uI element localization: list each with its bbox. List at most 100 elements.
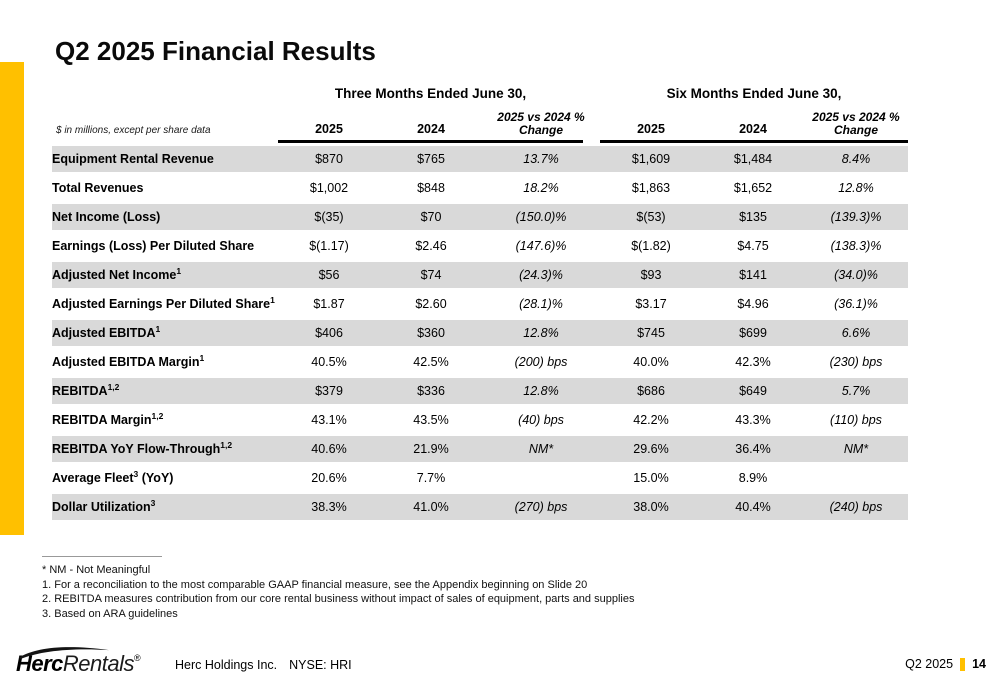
period-label: Q2 2025: [905, 657, 954, 671]
cell-3m-change: (40) bps: [518, 413, 564, 427]
table-row: Dollar Utilization3 38.3% 41.0% (270) bp…: [52, 494, 908, 520]
cell-3m-2024: 43.5%: [413, 413, 449, 427]
footnote-divider: [42, 556, 162, 557]
cell-6m-2024: $1,484: [702, 146, 804, 172]
cell-3m-2025: 40.6%: [278, 436, 380, 462]
col-header-6m-change: 2025 vs 2024 % Change: [804, 111, 908, 140]
cell-6m-change: (34.0)%: [804, 262, 908, 288]
header-rules: [52, 140, 908, 143]
row-label: REBITDA YoY Flow-Through1,2: [52, 436, 278, 462]
company-line: Herc Holdings Inc. NYSE: HRI: [175, 658, 352, 672]
row-label: REBITDA1,2: [52, 378, 278, 404]
header-rule-six-months: [600, 140, 908, 143]
cell-6m-2024: 36.4%: [702, 436, 804, 462]
table-row: Adjusted Net Income1 $56 $74 (24.3)% $93…: [52, 262, 908, 288]
col-header-6m-change-line1: 2025 vs 2024 %: [812, 110, 900, 124]
cell-3m-2024: $2.46: [415, 239, 447, 253]
row-label: REBITDA Margin1,2: [52, 410, 164, 427]
company-name: Herc Holdings Inc.: [175, 658, 278, 672]
col-header-3m-change-line1: 2025 vs 2024 %: [497, 110, 585, 124]
cell-6m-2024: 43.3%: [735, 413, 771, 427]
cell-6m-2025: 40.0%: [633, 355, 669, 369]
herc-rentals-logo: HercRentals®: [16, 647, 141, 677]
table-row: Adjusted EBITDA Margin1 40.5% 42.5% (200…: [52, 349, 908, 375]
cell-3m-2024: $848: [417, 181, 445, 195]
cell-3m-2024: $70: [380, 204, 482, 230]
cell-3m-2025: 38.3%: [278, 494, 380, 520]
cell-6m-2024: $135: [702, 204, 804, 230]
cell-3m-2025: $56: [278, 262, 380, 288]
cell-6m-2025: 29.6%: [600, 436, 702, 462]
cell-3m-2025: 40.5%: [311, 355, 347, 369]
table-row: Earnings (Loss) Per Diluted Share $(1.17…: [52, 233, 908, 259]
row-label: Total Revenues: [52, 181, 144, 195]
page-title: Q2 2025 Financial Results: [55, 36, 376, 66]
cell-6m-change: (138.3)%: [830, 239, 882, 253]
cell-6m-change: (110) bps: [830, 413, 882, 427]
cell-6m-2024: $4.75: [737, 239, 769, 253]
cell-6m-change: 12.8%: [838, 181, 874, 195]
cell-6m-2024: $1,652: [733, 181, 773, 195]
cell-3m-change: NM*: [482, 436, 600, 462]
logo-text-light: Rentals: [62, 651, 135, 676]
cell-3m-2024: 21.9%: [380, 436, 482, 462]
group-header-six-months: Six Months Ended June 30,: [666, 86, 842, 101]
row-label: Equipment Rental Revenue: [52, 146, 278, 172]
cell-6m-2024: $4.96: [737, 297, 769, 311]
col-header-3m-2024: 2024: [417, 122, 445, 136]
cell-6m-2025: $3.17: [635, 297, 667, 311]
footer: HercRentals® Herc Holdings Inc. NYSE: HRI…: [0, 645, 1000, 685]
cell-6m-2024: $141: [702, 262, 804, 288]
table-row: Average Fleet3 (YoY) 20.6% 7.7% 15.0% 8.…: [52, 465, 908, 491]
cell-3m-2024: 7.7%: [416, 471, 446, 485]
row-label: Adjusted EBITDA1: [52, 320, 278, 346]
financial-table: Three Months Ended June 30, Six Months E…: [52, 86, 908, 523]
cell-6m-2025: 15.0%: [633, 471, 669, 485]
cell-3m-2025: $406: [278, 320, 380, 346]
table-row: Total Revenues $1,002 $848 18.2% $1,863 …: [52, 175, 908, 201]
cell-6m-2024: 42.3%: [735, 355, 771, 369]
footnote-1: 1. For a reconciliation to the most comp…: [42, 578, 588, 591]
footnote-nm: * NM - Not Meaningful: [42, 564, 151, 576]
cell-3m-2025: $379: [278, 378, 380, 404]
cell-6m-change: 5.7%: [804, 378, 908, 404]
col-header-6m-2025: 2025: [637, 122, 665, 136]
row-label: Adjusted Earnings Per Diluted Share1: [52, 294, 275, 311]
cell-6m-2025: 38.0%: [600, 494, 702, 520]
row-label: Net Income (Loss): [52, 204, 278, 230]
cell-6m-change: NM*: [804, 436, 908, 462]
table-row: REBITDA Margin1,2 43.1% 43.5% (40) bps 4…: [52, 407, 908, 433]
cell-6m-2024: 8.9%: [738, 471, 768, 485]
col-header-3m-change-line2: Change: [518, 123, 563, 137]
cell-6m-change: 6.6%: [804, 320, 908, 346]
herc-swoosh-icon: [18, 647, 110, 659]
table-subheader-row: $ in millions, except per share data 202…: [52, 104, 908, 140]
cell-6m-2024: $699: [702, 320, 804, 346]
cell-3m-2024: $74: [380, 262, 482, 288]
table-row: REBITDA1,2 $379 $336 12.8% $686 $649 5.7…: [52, 378, 908, 404]
table-group-header-row: Three Months Ended June 30, Six Months E…: [52, 86, 908, 104]
cell-6m-2025: $745: [600, 320, 702, 346]
cell-6m-change: (139.3)%: [804, 204, 908, 230]
header-rule-three-months: [278, 140, 583, 143]
table-row: Equipment Rental Revenue $870 $765 13.7%…: [52, 146, 908, 172]
row-label: Average Fleet3 (YoY): [52, 468, 174, 485]
cell-6m-change: 8.4%: [804, 146, 908, 172]
cell-3m-2024: $336: [380, 378, 482, 404]
cell-3m-change: 13.7%: [482, 146, 600, 172]
cell-6m-change: (240) bps: [804, 494, 908, 520]
cell-3m-2025: $870: [278, 146, 380, 172]
table-row: REBITDA YoY Flow-Through1,2 40.6% 21.9% …: [52, 436, 908, 462]
page-marker: [960, 657, 966, 671]
cell-3m-2024: 41.0%: [380, 494, 482, 520]
registered-mark: ®: [134, 653, 141, 663]
cell-3m-2025: $1,002: [309, 181, 349, 195]
footnote-2: 2. REBITDA measures contribution from ou…: [42, 593, 635, 605]
cell-6m-2025: $93: [600, 262, 702, 288]
cell-6m-2024: 40.4%: [702, 494, 804, 520]
cell-3m-2025: $(35): [278, 204, 380, 230]
cell-3m-change: [482, 465, 600, 491]
cell-3m-change: 12.8%: [482, 320, 600, 346]
cell-3m-2024: $2.60: [415, 297, 447, 311]
footnote-3: 3. Based on ARA guidelines: [42, 607, 178, 620]
